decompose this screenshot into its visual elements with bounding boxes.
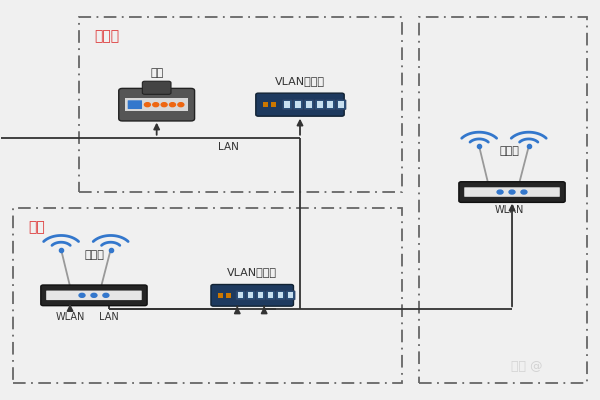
FancyBboxPatch shape: [304, 100, 314, 110]
FancyBboxPatch shape: [283, 100, 292, 110]
FancyBboxPatch shape: [306, 102, 312, 108]
Text: WLAN: WLAN: [55, 312, 85, 322]
FancyBboxPatch shape: [337, 100, 346, 110]
FancyBboxPatch shape: [268, 292, 273, 298]
Circle shape: [145, 103, 151, 107]
FancyBboxPatch shape: [317, 102, 323, 108]
FancyBboxPatch shape: [293, 100, 303, 110]
Text: 副路由: 副路由: [499, 146, 519, 156]
FancyBboxPatch shape: [276, 291, 285, 300]
Bar: [263, 102, 268, 107]
FancyBboxPatch shape: [266, 291, 275, 300]
FancyBboxPatch shape: [142, 81, 171, 94]
Circle shape: [497, 190, 503, 194]
Bar: [218, 293, 223, 298]
FancyBboxPatch shape: [238, 292, 243, 298]
Circle shape: [103, 293, 109, 297]
FancyBboxPatch shape: [119, 88, 194, 121]
FancyBboxPatch shape: [328, 102, 334, 108]
Bar: [226, 293, 231, 298]
Text: 主路由: 主路由: [84, 250, 104, 260]
Text: 知乎 @: 知乎 @: [511, 360, 542, 373]
FancyBboxPatch shape: [236, 291, 245, 300]
FancyBboxPatch shape: [211, 284, 293, 306]
Text: LAN: LAN: [218, 142, 239, 152]
FancyBboxPatch shape: [326, 100, 335, 110]
FancyBboxPatch shape: [46, 290, 142, 300]
FancyBboxPatch shape: [41, 285, 147, 306]
Circle shape: [521, 190, 527, 194]
FancyBboxPatch shape: [459, 182, 565, 202]
Circle shape: [161, 103, 167, 107]
FancyBboxPatch shape: [315, 100, 325, 110]
FancyBboxPatch shape: [338, 102, 344, 108]
FancyBboxPatch shape: [286, 291, 295, 300]
Text: 光猫: 光猫: [150, 68, 163, 78]
Circle shape: [178, 103, 184, 107]
FancyBboxPatch shape: [288, 292, 293, 298]
Text: LAN: LAN: [99, 312, 119, 322]
FancyBboxPatch shape: [246, 291, 255, 300]
FancyBboxPatch shape: [464, 187, 560, 197]
Circle shape: [153, 103, 159, 107]
Text: 弱电箱: 弱电箱: [94, 29, 119, 43]
FancyBboxPatch shape: [128, 100, 142, 109]
FancyBboxPatch shape: [248, 292, 253, 298]
Circle shape: [509, 190, 515, 194]
Circle shape: [170, 103, 175, 107]
FancyBboxPatch shape: [256, 93, 344, 116]
FancyBboxPatch shape: [125, 98, 188, 111]
Text: VLAN交换机: VLAN交换机: [275, 76, 325, 86]
FancyBboxPatch shape: [256, 291, 265, 300]
FancyBboxPatch shape: [284, 102, 290, 108]
Bar: [271, 102, 276, 107]
FancyBboxPatch shape: [278, 292, 283, 298]
Text: WLAN: WLAN: [494, 205, 524, 215]
FancyBboxPatch shape: [258, 292, 263, 298]
Circle shape: [79, 293, 85, 297]
Text: VLAN交换机: VLAN交换机: [227, 267, 277, 277]
Circle shape: [91, 293, 97, 297]
FancyBboxPatch shape: [295, 102, 301, 108]
Text: 客厅: 客厅: [28, 220, 45, 234]
